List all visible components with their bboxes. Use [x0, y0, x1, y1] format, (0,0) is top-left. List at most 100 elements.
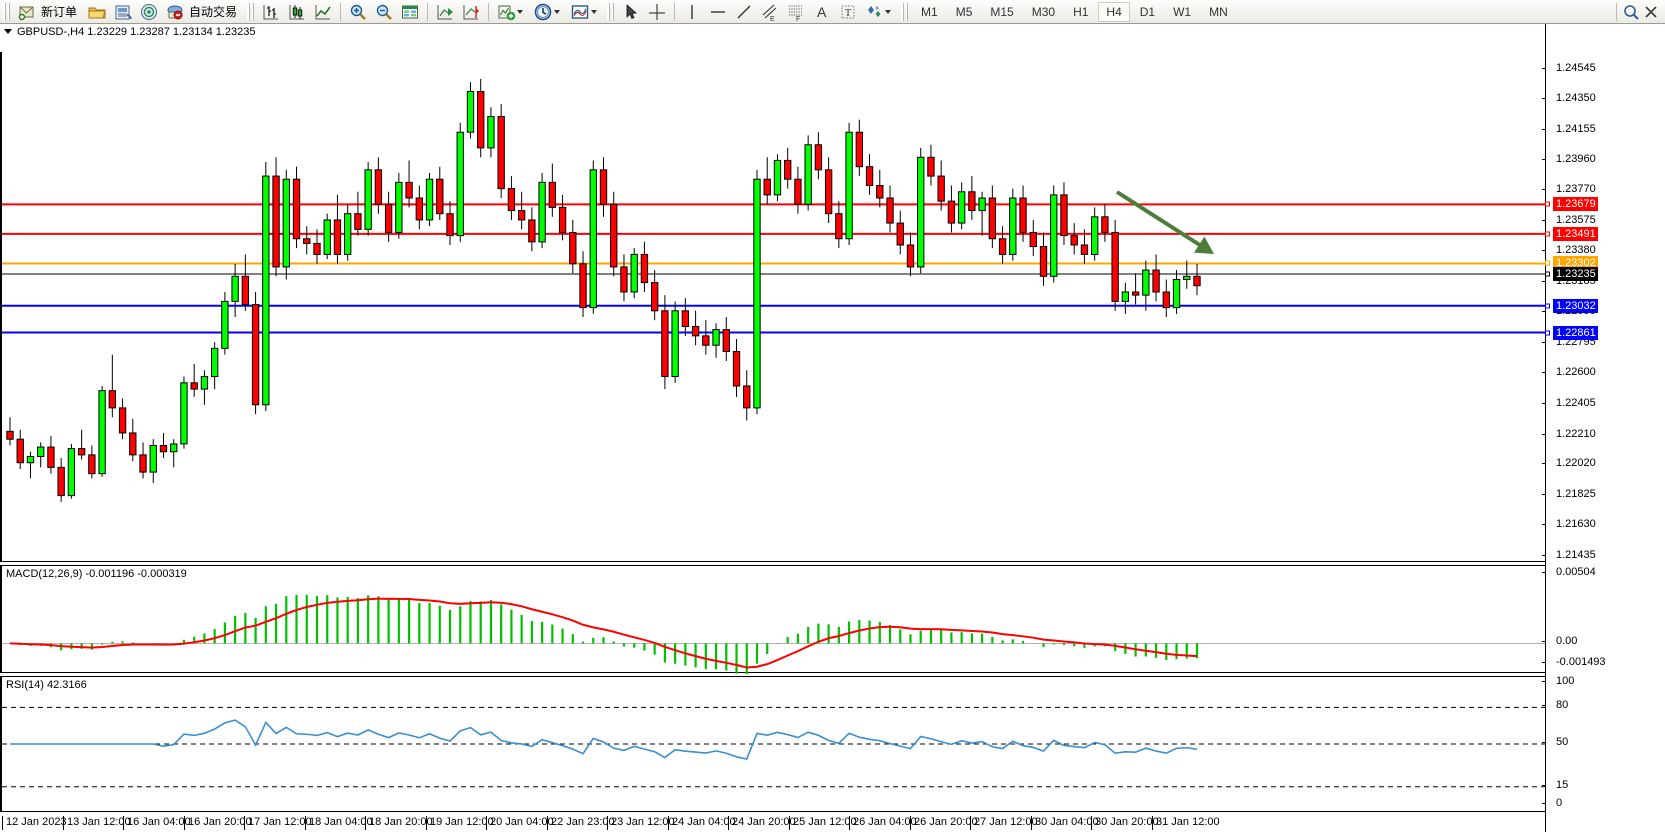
chevron-down-icon[interactable]	[517, 9, 524, 14]
auto-scroll-button[interactable]	[432, 1, 458, 23]
candle-body	[466, 91, 475, 133]
candle-body	[1080, 244, 1089, 255]
candle-body	[620, 266, 628, 293]
timeframe-d1[interactable]: D1	[1139, 4, 1156, 19]
time-tick: 18 Jan 04:00	[305, 816, 373, 830]
periods-button[interactable]	[530, 1, 567, 23]
vline-button[interactable]	[679, 1, 705, 23]
chart-shift-button[interactable]	[458, 1, 484, 23]
line-chart-button[interactable]	[310, 1, 336, 23]
price-label-bid-price[interactable]: 1.23235	[1545, 266, 1598, 281]
cursor-button[interactable]	[618, 1, 644, 23]
toolbar-grip-2[interactable]	[247, 2, 256, 21]
price-label-resistance-2[interactable]: 1.23491	[1545, 226, 1598, 241]
rsi-label: RSI(14) 42.3166	[6, 679, 87, 691]
autotrade-button[interactable]: 自动交易	[162, 1, 244, 23]
timeframe-m30[interactable]: M30	[1031, 4, 1056, 19]
price-tick: 1.24350	[1542, 92, 1596, 104]
time-tick: 30 Jan 20:00	[1091, 816, 1159, 830]
price-chart-svg	[2, 78, 1547, 502]
price-label-support-1[interactable]: 1.23032	[1545, 298, 1598, 313]
timeframe-h4[interactable]: H4	[1098, 1, 1130, 22]
candle-body	[170, 443, 178, 453]
timeframe-m5[interactable]: M5	[955, 4, 973, 19]
candle-body	[57, 466, 65, 497]
candle-chart-button[interactable]	[284, 1, 310, 23]
macd-pane[interactable]: MACD(12,26,9) -0.001196 -0.000319	[0, 565, 1547, 674]
folder-button[interactable]	[84, 1, 110, 23]
time-tick: 13 Jan 12:00	[63, 816, 131, 830]
candle-body	[159, 444, 168, 453]
rsi-pane[interactable]: RSI(14) 42.3166	[0, 676, 1547, 812]
fibonacci-button[interactable]: F	[783, 1, 809, 23]
candle-body	[507, 188, 516, 212]
time-tick: 22 Jan 23:00	[547, 816, 615, 830]
candle-body	[26, 455, 35, 464]
downtrend-arrow[interactable]	[1115, 190, 1214, 254]
candle-body	[1060, 194, 1068, 237]
timeframe-m15[interactable]: M15	[990, 4, 1014, 19]
chevron-down-icon-4[interactable]	[885, 9, 892, 14]
indicators-button[interactable]	[493, 1, 530, 23]
crosshair-button[interactable]	[644, 1, 670, 23]
bar-chart-button[interactable]	[258, 1, 284, 23]
new-order-button[interactable]: 新订单	[14, 1, 84, 23]
chart-window[interactable]: GBPUSD-,H4 1.23229 1.23287 1.23134 1.232…	[0, 24, 1665, 832]
zoom-in-icon	[348, 2, 368, 22]
timeframe-mn[interactable]: MN	[1209, 4, 1228, 19]
candle-body	[732, 351, 741, 387]
svg-text:E: E	[770, 16, 775, 22]
chart-menu-caret-icon[interactable]	[4, 29, 12, 34]
zoom-out-button[interactable]	[371, 1, 397, 23]
timeframe-h1[interactable]: H1	[1073, 4, 1089, 19]
candle-body	[108, 390, 116, 409]
timeframe-w1[interactable]: W1	[1173, 4, 1192, 19]
textlabel-button[interactable]: T	[835, 1, 861, 23]
data-window-icon	[400, 2, 420, 22]
data-window-button[interactable]	[397, 1, 423, 23]
trendline-button[interactable]	[731, 1, 757, 23]
candle-body	[988, 197, 997, 240]
shapes-button[interactable]	[861, 1, 898, 23]
price-label-resistance-1[interactable]: 1.23679	[1545, 197, 1598, 212]
search-icon[interactable]	[1621, 2, 1641, 22]
candle-body	[1009, 197, 1017, 255]
toolbar-grip-4[interactable]	[901, 2, 910, 21]
candle-body	[200, 376, 209, 390]
text-button[interactable]: A	[809, 1, 835, 23]
window-close-icon[interactable]	[1641, 2, 1661, 22]
candle-body	[344, 213, 352, 255]
price-axis[interactable]: 1.24545 1.24350 1.24155 1.23960 1.23770 1.235…	[1541, 24, 1665, 832]
candle-body	[241, 275, 250, 306]
hline-button[interactable]	[705, 1, 731, 23]
equidistant-button[interactable]: E	[757, 1, 783, 23]
toolbar-grip[interactable]	[3, 2, 11, 21]
zoom-in-button[interactable]	[345, 1, 371, 23]
chevron-down-icon-2[interactable]	[554, 9, 561, 14]
new-order-label: 新订单	[41, 5, 78, 19]
candle-body	[456, 131, 464, 237]
price-label-support-2[interactable]: 1.22861	[1545, 325, 1598, 340]
candle-body	[773, 159, 782, 196]
time-tick: 26 Jan 20:00	[910, 816, 978, 830]
candle-body	[558, 206, 567, 233]
price-tick: 1.24155	[1542, 123, 1596, 135]
time-axis[interactable]: 12 Jan 2023 13 Jan 12:00 16 Jan 04:00 16 Ja…	[0, 814, 1545, 832]
candle-body	[691, 325, 700, 337]
candle-chart-icon	[287, 2, 307, 22]
candle-body	[6, 430, 14, 440]
price-pane[interactable]	[0, 52, 1547, 562]
toolbar-grip-3[interactable]	[607, 2, 616, 21]
time-tick: 31 Jan 12:00	[1152, 816, 1220, 830]
candle-body	[753, 178, 761, 409]
templates-button[interactable]	[567, 1, 604, 23]
chevron-down-icon-3[interactable]	[591, 9, 598, 14]
candle-body	[528, 219, 536, 243]
signals-button[interactable]	[136, 1, 162, 23]
timeframe-m1[interactable]: M1	[921, 4, 938, 19]
price-label-nub	[1545, 271, 1550, 277]
candle-body	[640, 253, 649, 284]
indicators-icon	[496, 2, 516, 22]
news-button[interactable]	[110, 1, 136, 23]
candle-body	[139, 454, 147, 473]
